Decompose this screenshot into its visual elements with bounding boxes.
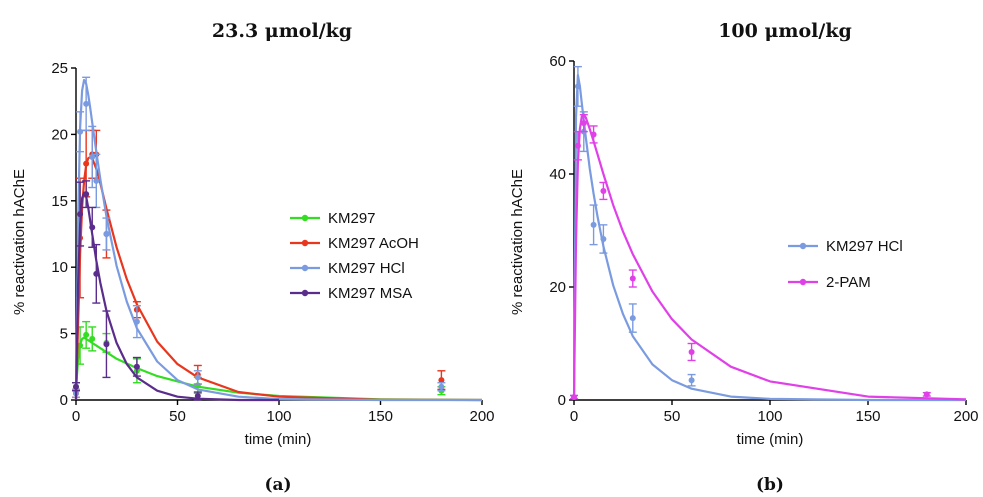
chart-a-series-4 — [72, 180, 279, 402]
x-tick-label: 0 — [72, 408, 80, 425]
data-point — [89, 224, 96, 231]
legend-marker — [799, 278, 807, 286]
legend-item: KM297 MSA — [290, 285, 412, 302]
chart-b-x-axis-label: time (min) — [737, 431, 804, 448]
data-point — [600, 235, 607, 242]
x-tick-label: 0 — [570, 408, 578, 425]
data-point — [133, 318, 140, 325]
series-fit-line — [74, 78, 482, 402]
data-point — [93, 270, 100, 277]
data-point — [574, 83, 581, 90]
y-tick-label: 60 — [549, 53, 566, 70]
chart-a-series-1 — [72, 320, 483, 402]
data-point — [580, 120, 587, 127]
data-point — [77, 128, 84, 135]
y-tick-label: 20 — [51, 126, 68, 143]
data-point — [93, 177, 100, 184]
data-point — [103, 341, 110, 348]
legend-marker — [301, 264, 309, 272]
legend-label: KM297 — [328, 210, 376, 227]
data-point — [438, 377, 445, 384]
chart-b-panel-label: (b) — [756, 475, 784, 495]
x-tick-label: 150 — [855, 408, 880, 425]
legend-item: 2-PAM — [788, 274, 871, 291]
data-point — [574, 142, 581, 149]
chart-a-title: 23.3 μmol/kg — [212, 20, 352, 42]
chart-a-series-2 — [72, 129, 483, 402]
x-tick-label: 200 — [469, 408, 494, 425]
legend-item: KM297 AcOH — [290, 235, 419, 252]
data-point — [590, 221, 597, 228]
series-fit-line — [572, 73, 966, 402]
y-tick-label: 10 — [51, 259, 68, 276]
legend-label: KM297 HCl — [328, 260, 405, 277]
data-point — [83, 191, 90, 198]
data-point — [438, 383, 445, 390]
y-tick-label: 5 — [60, 326, 68, 343]
chart-a: 0 50 100 150 200 0 5 10 15 20 25 KM297 KM297 AcOH KM2… — [51, 60, 494, 425]
data-point — [194, 393, 201, 400]
y-tick-label: 25 — [51, 60, 68, 77]
legend-label: KM297 HCl — [826, 238, 903, 255]
chart-a-x-axis-label: time (min) — [245, 431, 312, 448]
data-point — [83, 331, 90, 338]
data-point — [133, 363, 140, 370]
data-point — [688, 377, 695, 384]
data-point — [571, 394, 577, 401]
data-point — [73, 383, 79, 390]
chart-b-y-axis-label: % reactivation hAChE — [509, 169, 526, 315]
legend-item: KM297 HCl — [788, 238, 903, 255]
chart-a-series-3 — [72, 76, 482, 402]
data-point — [600, 187, 607, 194]
legend-label: 2-PAM — [826, 274, 871, 291]
data-point — [590, 131, 597, 138]
x-tick-label: 50 — [169, 408, 186, 425]
chart-b-series-2 — [570, 113, 967, 401]
chart-a-y-axis-label: % reactivation hAChE — [11, 169, 28, 315]
legend-item: KM297 HCl — [290, 260, 405, 277]
data-point — [89, 335, 96, 342]
y-tick-label: 0 — [558, 392, 566, 409]
data-point — [688, 348, 695, 355]
chart-b-title: 100 μmol/kg — [718, 20, 852, 42]
data-point — [89, 153, 96, 160]
chart-b-series-1 — [570, 65, 966, 402]
y-tick-label: 20 — [549, 279, 566, 296]
x-tick-label: 100 — [757, 408, 782, 425]
data-point — [83, 100, 90, 107]
data-point — [194, 374, 201, 381]
series-fit-line — [572, 113, 967, 401]
x-tick-label: 200 — [953, 408, 978, 425]
data-point — [77, 211, 84, 218]
y-tick-label: 15 — [51, 193, 68, 210]
legend-item: KM297 — [290, 210, 376, 227]
x-tick-label: 100 — [266, 408, 291, 425]
y-tick-label: 0 — [60, 392, 68, 409]
chart-a-panel-label: (a) — [264, 475, 291, 495]
legend-marker — [799, 242, 807, 250]
x-tick-label: 150 — [368, 408, 393, 425]
data-point — [83, 160, 90, 167]
x-tick-label: 50 — [664, 408, 681, 425]
chart-b: 0 50 100 150 200 0 20 40 60 KM297 HCl 2-PAM — [549, 53, 978, 425]
data-point — [103, 231, 110, 237]
data-point — [923, 391, 930, 398]
legend-marker — [301, 239, 309, 247]
data-point — [629, 315, 636, 322]
legend-label: KM297 AcOH — [328, 235, 419, 252]
legend-marker — [301, 289, 309, 297]
legend-label: KM297 MSA — [328, 285, 412, 302]
y-tick-label: 40 — [549, 166, 566, 183]
legend-marker — [301, 214, 309, 222]
data-point — [629, 275, 636, 282]
